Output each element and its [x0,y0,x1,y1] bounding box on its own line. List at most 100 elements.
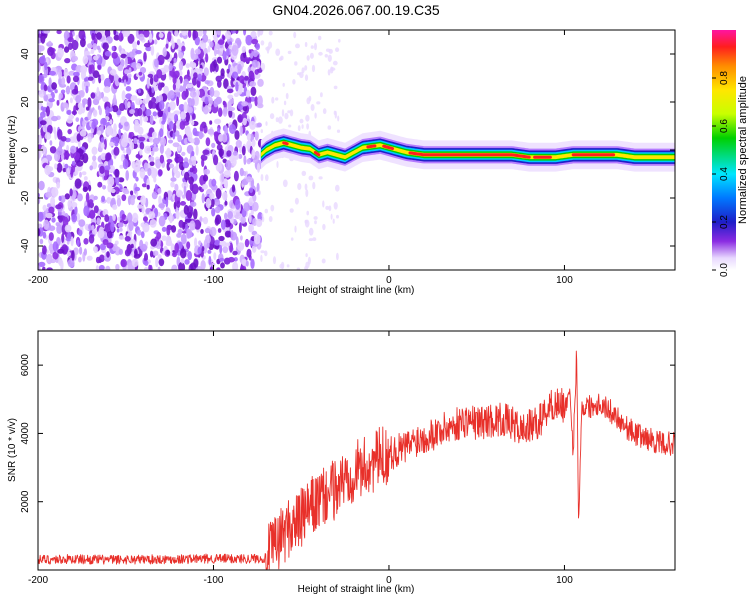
noise-speckle [172,75,177,85]
noise-speckle [306,210,310,216]
noise-speckle [148,32,153,43]
noise-speckle [243,30,247,36]
noise-speckle [197,246,202,255]
noise-speckle [248,197,254,207]
noise-speckle [311,64,316,73]
noise-speckle [127,33,135,44]
noise-speckle [243,202,251,212]
noise-speckle [71,250,75,261]
noise-speckle [139,115,143,127]
noise-speckle [134,248,138,257]
noise-speckle [301,170,307,176]
noise-speckle [77,102,83,109]
noise-speckle [130,95,138,101]
noise-speckle [47,124,53,135]
noise-speckle [248,224,255,233]
noise-speckle [52,251,59,260]
noise-speckle [308,175,314,181]
noise-speckle [195,145,199,156]
noise-speckle [77,108,83,115]
noise-speckle [42,266,46,270]
noise-speckle [250,31,257,38]
noise-speckle [168,120,174,130]
noise-speckle [188,106,193,114]
noise-speckle [92,43,98,51]
noise-speckle [260,174,264,181]
y-tick-label: 6000 [20,354,31,377]
noise-speckle [276,161,279,168]
noise-speckle [304,65,308,71]
noise-speckle [92,155,97,162]
noise-speckle [308,238,314,242]
noise-speckle [181,45,186,52]
noise-speckle [49,70,56,76]
noise-speckle [260,254,263,262]
noise-speckle [119,227,123,232]
noise-speckle [105,152,111,162]
noise-speckle [53,126,56,135]
noise-speckle [232,150,238,156]
noise-speckle [268,30,273,36]
noise-speckle [202,216,209,225]
noise-speckle [188,176,195,185]
noise-speckle [320,92,323,98]
noise-speckle [242,117,247,126]
noise-speckle [220,68,225,77]
noise-speckle [42,204,47,211]
noise-speckle [150,102,157,109]
noise-speckle [180,201,186,206]
noise-speckle [109,119,113,125]
noise-speckle [305,189,309,198]
noise-speckle [135,63,142,69]
noise-speckle [71,55,79,62]
noise-speckle [166,225,171,236]
noise-speckle [180,248,187,259]
noise-speckle [177,134,183,143]
noise-speckle [159,100,165,110]
noise-speckle [118,177,125,183]
noise-speckle [74,178,82,189]
noise-speckle [43,219,50,230]
noise-speckle [327,125,332,130]
noise-speckle [251,38,259,45]
noise-speckle [114,240,119,245]
noise-speckle [257,78,264,87]
noise-speckle [54,163,58,170]
spectrogram-y-axis: -40 -20 0 20 40 [20,48,675,253]
noise-speckle [198,240,202,246]
noise-speckle [254,96,258,107]
noise-speckle [158,169,163,177]
noise-speckle [71,39,79,51]
noise-speckle [211,207,216,217]
noise-speckle [47,46,55,57]
noise-speckle [112,136,120,144]
noise-speckle [172,142,180,148]
noise-speckle [176,96,180,107]
noise-speckle [42,231,47,239]
noise-speckle [232,250,238,256]
noise-speckle [328,205,332,212]
noise-speckle [139,168,146,179]
snr-frame [37,330,676,571]
noise-speckle [250,258,255,269]
colorbar-label: Normalized spectral amplitude [737,76,749,224]
noise-speckle [217,39,225,45]
noise-speckle [257,95,263,107]
noise-speckle [60,260,64,270]
noise-speckle [79,171,82,178]
noise-speckle [152,111,158,117]
noise-speckle [318,176,323,180]
noise-speckle [166,158,173,164]
noise-speckle [220,262,225,269]
x-tick-label: 100 [556,275,573,286]
noise-speckle [124,56,128,68]
noise-speckle [239,167,244,177]
noise-speckle [166,249,171,256]
noise-speckle [51,217,56,223]
noise-speckle [119,103,126,111]
noise-speckle [112,214,116,222]
noise-speckle [178,219,184,228]
noise-speckle [312,181,316,190]
noise-speckle [117,222,124,228]
noise-speckle [67,36,74,43]
